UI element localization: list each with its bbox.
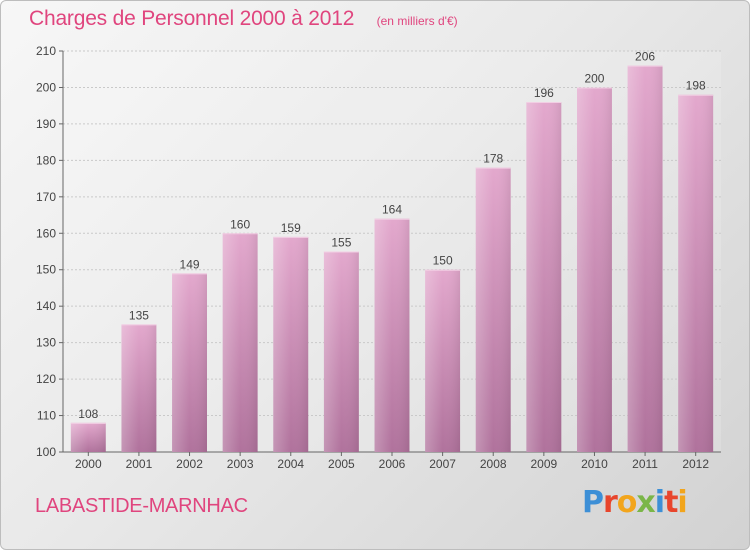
y-tick-label: 160 (36, 226, 56, 240)
data-label: 198 (686, 79, 706, 93)
data-label: 155 (331, 236, 351, 250)
data-label: 108 (78, 407, 98, 421)
x-tick-label: 2010 (581, 457, 608, 471)
bar-shine (172, 273, 208, 452)
bar-shine (70, 422, 106, 452)
bar-shine (273, 236, 309, 452)
logo-letter: r (603, 485, 618, 520)
bar-shine (678, 94, 714, 452)
data-label: 160 (230, 217, 250, 231)
data-label: 206 (635, 50, 655, 64)
x-tick-label: 2006 (379, 457, 406, 471)
data-label: 196 (534, 86, 554, 100)
data-label: 150 (433, 254, 453, 268)
data-label: 135 (129, 308, 149, 322)
x-tick-label: 2001 (126, 457, 153, 471)
bar-shine (323, 251, 359, 452)
chart-title: Charges de Personnel 2000 à 2012 (29, 7, 355, 30)
bar-shine (222, 233, 258, 452)
logo-letter: P (582, 485, 604, 520)
bar-shine (374, 218, 410, 452)
y-tick-label: 110 (37, 409, 56, 423)
bar-shine (475, 167, 511, 452)
x-tick-label: 2012 (682, 457, 709, 471)
logo-letter: i (677, 485, 687, 520)
bar-shine (121, 324, 157, 452)
x-tick-label: 2005 (328, 457, 355, 471)
data-label: 159 (281, 221, 301, 235)
labels-layer: 108 135 149 160 159 155 164 150 178 196 200 206 198 (78, 50, 706, 421)
x-tick-label: 2002 (176, 457, 203, 471)
y-tick-label: 210 (36, 44, 56, 58)
data-label: 164 (382, 203, 402, 217)
y-tick-label: 130 (36, 336, 56, 350)
y-tick-label: 100 (36, 445, 56, 459)
x-tick-label: 2009 (530, 457, 557, 471)
x-tick-label: 2004 (277, 457, 304, 471)
y-tick-label: 120 (36, 372, 56, 386)
bar-shine (425, 269, 461, 452)
x-tick-label: 2000 (75, 457, 102, 471)
axis-layer: 100 110 120 130 140 150 160 170 180 190 200 210 2000… (36, 44, 721, 471)
logo-letter: t (664, 485, 678, 520)
logo-letter: o (616, 485, 638, 520)
x-tick-label: 2003 (227, 457, 254, 471)
bar-shine (576, 87, 612, 453)
y-tick-label: 190 (36, 117, 56, 131)
title-row: Charges de Personnel 2000 à 2012 (en mil… (29, 7, 458, 31)
chart-subtitle: (en milliers d'€) (376, 14, 458, 28)
proxiti-logo: Proxiti (582, 485, 688, 520)
x-tick-label: 2007 (429, 457, 456, 471)
bar-shine (526, 102, 562, 452)
data-label: 149 (180, 257, 200, 271)
logo-letter: x (636, 485, 655, 520)
y-tick-label: 140 (36, 299, 56, 313)
y-tick-label: 180 (36, 153, 56, 167)
logo-letter: i (654, 485, 665, 520)
bars-layer (70, 65, 714, 453)
data-label: 200 (584, 71, 604, 85)
x-tick-label: 2011 (632, 457, 658, 471)
y-tick-label: 200 (36, 80, 56, 94)
commune-name: LABASTIDE-MARNHAC (35, 495, 248, 517)
y-tick-label: 170 (36, 190, 56, 204)
x-tick-label: 2008 (480, 457, 507, 471)
y-tick-label: 150 (36, 263, 56, 277)
bar-shine (627, 65, 663, 452)
data-label: 178 (483, 152, 503, 166)
